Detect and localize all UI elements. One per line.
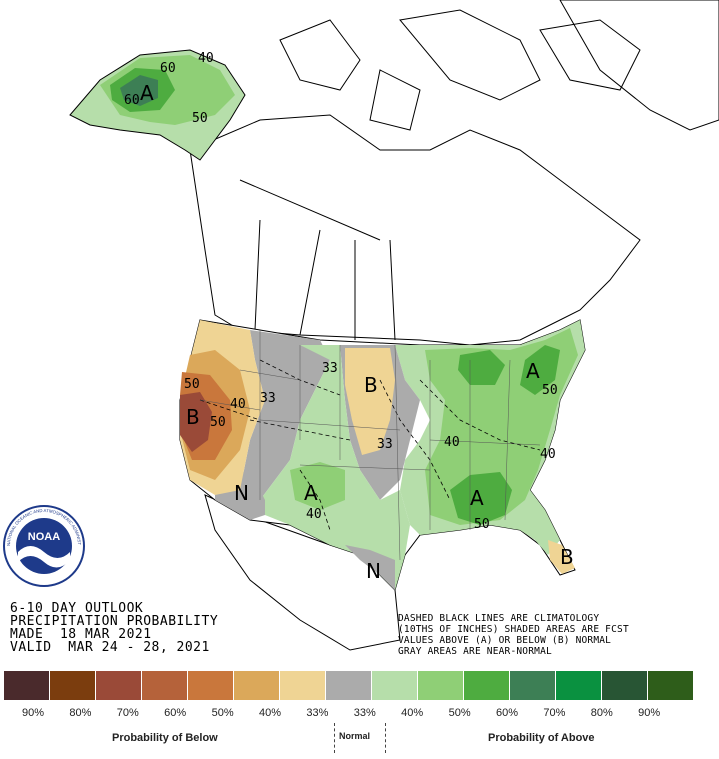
legend-above-caption: Probability of Above	[488, 732, 595, 744]
label-alaska-60b: 60	[124, 93, 140, 108]
note-line3: VALUES ABOVE (A) OR BELOW (B) NORMAL	[398, 635, 612, 646]
label-plains-b: B	[364, 373, 378, 397]
legend-percent-label: 50%	[211, 707, 234, 719]
legend-percent-label: 33%	[306, 707, 329, 719]
west-below-60	[180, 392, 212, 452]
label-alaska-a: A	[140, 81, 154, 105]
legend-percent-label: 40%	[401, 707, 424, 719]
legend-swatch	[50, 671, 96, 700]
legend-percent-label: 80%	[590, 707, 613, 719]
label-plains-33a: 33	[322, 361, 338, 376]
label-west-50a: 50	[184, 377, 200, 392]
legend-normal-caption: Normal	[339, 731, 371, 741]
label-southeast-50: 50	[474, 517, 490, 532]
legend-below-caption: Probability of Below	[112, 732, 218, 744]
label-midwest-40: 40	[444, 435, 460, 450]
label-west-33: 33	[260, 391, 276, 406]
mexico-outline	[204, 494, 401, 651]
legend-percent-label: 70%	[543, 707, 566, 719]
label-west-b: B	[186, 405, 200, 429]
legend-percent-label: 90%	[638, 707, 661, 719]
province-lines	[239, 179, 396, 341]
label-florida-b: B	[560, 545, 574, 569]
legend-swatch	[648, 671, 694, 700]
legend-percent-label: 70%	[116, 707, 139, 719]
label-west-40: 40	[230, 397, 246, 412]
noaa-logo-ring-text: NATIONAL OCEANIC AND ATMOSPHERIC ADMINIS…	[0, 0, 82, 546]
probability-legend: 90% 80% 70% 60% 50% 40% 33% 33% 40% 50% 60% 70% 80% 9…	[0, 671, 719, 759]
label-alaska-60a: 60	[160, 61, 176, 76]
label-west-50b: 50	[210, 415, 226, 430]
legend-swatch	[188, 671, 234, 700]
state-lines	[199, 330, 541, 561]
label-northeast-a: A	[526, 359, 540, 383]
legend-percent-label: 60%	[495, 707, 519, 719]
outlook-title-line1: 6-10 DAY OUTLOOK	[10, 601, 144, 616]
legend-percent-label: 80%	[69, 707, 92, 719]
note-line2: (10THS OF INCHES) SHADED AREAS ARE FCST	[398, 624, 629, 635]
noaa-logo: NOAA NATIONAL OCEANIC AND ATMOSPHERIC AD…	[0, 0, 85, 587]
legend-swatches	[4, 671, 694, 700]
legend-swatch	[464, 671, 510, 700]
label-southwest-a: A	[304, 481, 318, 505]
label-alaska-50: 50	[192, 111, 208, 126]
legend-swatch	[418, 671, 464, 700]
label-alaska-40: 40	[198, 51, 214, 66]
legend-swatch	[602, 671, 648, 700]
canada-outline	[189, 114, 641, 346]
label-plains-33b: 33	[377, 437, 393, 452]
label-texas-n: N	[366, 559, 381, 583]
outlook-title-line2: PRECIPITATION PROBABILITY	[10, 614, 219, 629]
legend-swatch	[4, 671, 50, 700]
noaa-logo-text: NOAA	[28, 531, 60, 543]
outlook-made-date: MADE 18 MAR 2021	[10, 627, 152, 642]
legend-percent-label: 50%	[448, 707, 471, 719]
legend-swatch	[280, 671, 326, 700]
legend-percent-label: 33%	[353, 707, 376, 719]
legend-percent-label: 90%	[21, 707, 45, 719]
legend-normal-divider-left	[334, 723, 335, 753]
svg-text:NATIONAL OCEANIC AND ATMOSPHER: NATIONAL OCEANIC AND ATMOSPHERIC ADMINIS…	[0, 0, 82, 546]
label-southeast-a: A	[470, 486, 484, 510]
label-southeast-40: 40	[540, 447, 556, 462]
legend-normal-divider-right	[385, 723, 386, 753]
outlook-map: A 60 60 40 50 B 50 50 40 33 N A 40 B 33 …	[0, 0, 719, 651]
note-line4: GRAY AREAS ARE NEAR-NORMAL	[398, 646, 552, 657]
legend-swatch	[510, 671, 556, 700]
plains-below-33	[345, 348, 395, 455]
southeast-above-60	[450, 472, 512, 525]
label-northeast-50: 50	[542, 383, 558, 398]
florida-below-33	[548, 540, 575, 574]
alaska-70-shading	[120, 75, 158, 106]
northeast-above-60	[520, 345, 560, 395]
legend-percent-label: 60%	[164, 707, 187, 719]
legend-swatch	[372, 671, 418, 700]
legend-swatch	[326, 671, 372, 700]
greenland-outline	[559, 0, 719, 131]
texas-near-normal	[345, 545, 395, 590]
label-southwest-40: 40	[306, 507, 322, 522]
central-near-normal	[240, 330, 330, 500]
note-line1: DASHED BLACK LINES ARE CLIMATOLOGY	[398, 613, 600, 624]
legend-swatch	[96, 671, 142, 700]
southwest-above-50	[290, 462, 345, 510]
legend-swatch	[142, 671, 188, 700]
legend-swatch	[234, 671, 280, 700]
legend-swatch	[556, 671, 602, 700]
label-southwest-n: N	[234, 481, 249, 505]
outlook-valid-dates: VALID MAR 24 - 28, 2021	[10, 640, 210, 655]
legend-percent-label: 40%	[258, 707, 282, 719]
arctic-islands	[279, 9, 641, 131]
